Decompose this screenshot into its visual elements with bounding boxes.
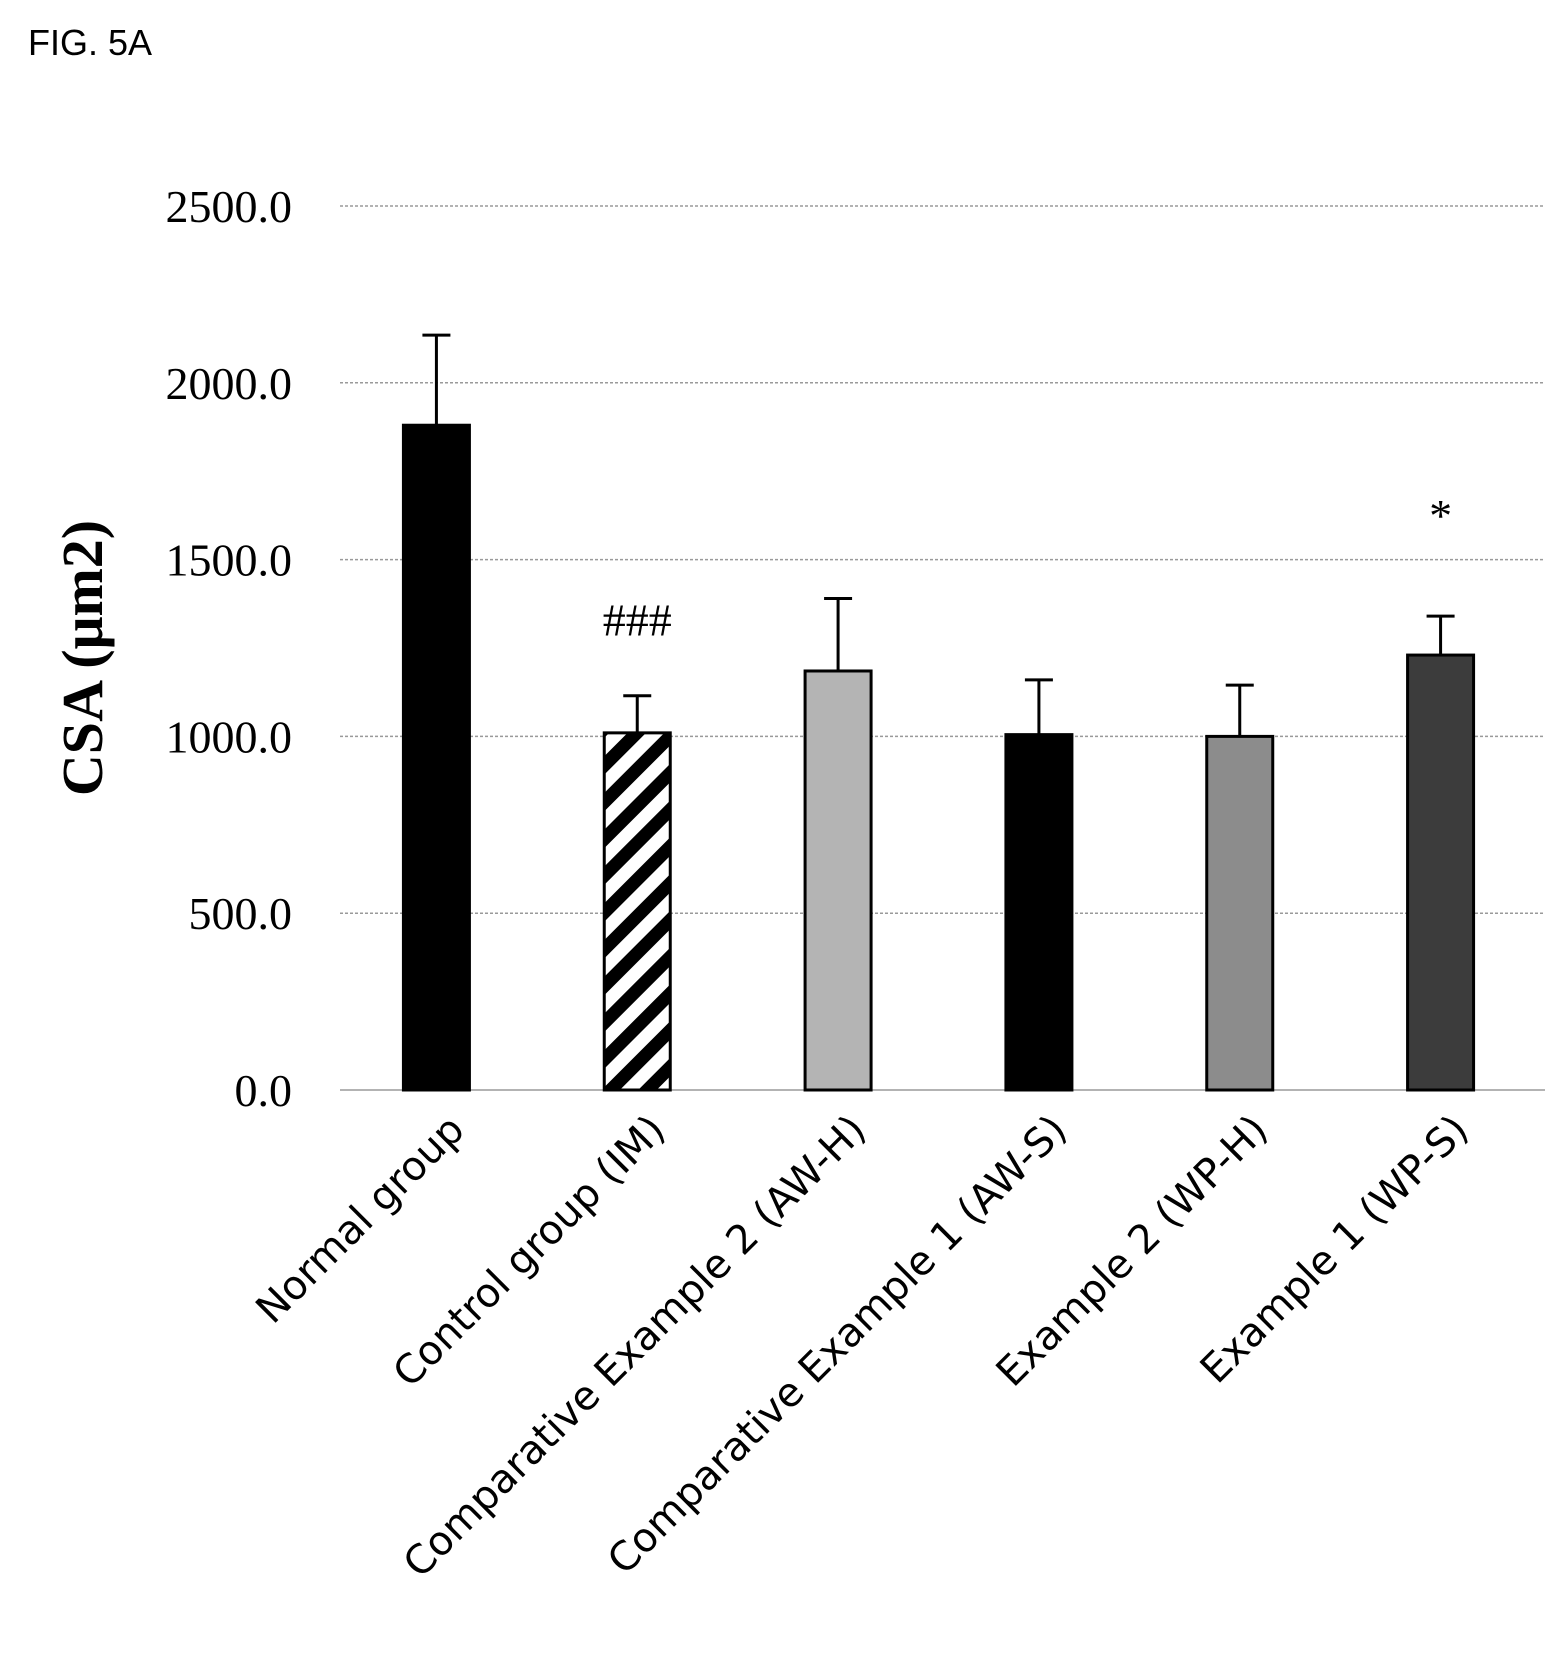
y-tick-label: 0.0: [235, 1065, 293, 1116]
gridlines: [340, 205, 1545, 1091]
y-tick-label: 2000.0: [166, 358, 293, 409]
bar: [1406, 653, 1476, 1092]
bar: [602, 731, 672, 1092]
error-bar: [824, 596, 853, 671]
y-tick-label: 500.0: [189, 888, 293, 939]
y-tick-label: 2500.0: [166, 181, 293, 232]
y-axis-label: CSA (μm2): [50, 520, 115, 796]
bar: [803, 669, 873, 1092]
category-label: Normal group: [247, 1107, 473, 1333]
y-tick-label: 1000.0: [166, 711, 293, 762]
figure-label: FIG. 5A: [28, 22, 153, 63]
error-bar: [1225, 683, 1254, 737]
bar: [1004, 733, 1074, 1092]
error-bar: [1426, 614, 1455, 656]
bar: [401, 423, 471, 1092]
error-bar: [623, 694, 652, 733]
error-bars: [422, 333, 1455, 737]
error-bar: [422, 333, 451, 426]
error-bar: [1024, 678, 1053, 735]
significance-mark: ###: [603, 595, 672, 646]
bar: [1205, 734, 1275, 1092]
bars: [401, 423, 1476, 1092]
y-tick-label: 1500.0: [166, 535, 293, 586]
significance-mark: *: [1429, 490, 1452, 541]
y-tick-labels: 0.0 500.0 1000.0 1500.0 2000.0 2500.0: [166, 181, 293, 1116]
significance-annotations: ### *: [603, 490, 1452, 646]
